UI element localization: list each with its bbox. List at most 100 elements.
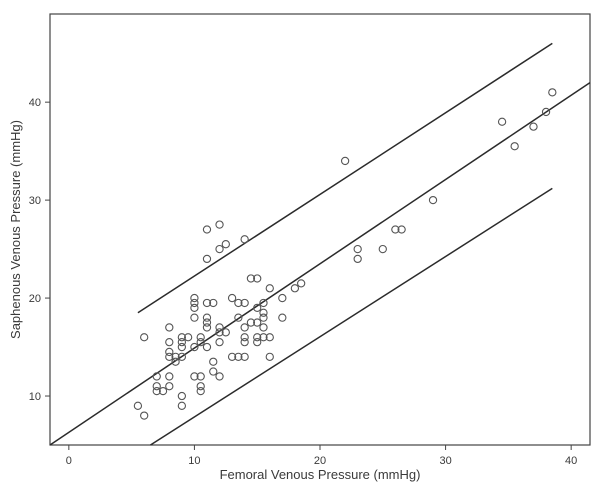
data-point (278, 293, 287, 303)
data-point (190, 372, 199, 381)
data-point (133, 401, 143, 410)
data-point (177, 352, 187, 361)
data-point (259, 313, 268, 322)
data-point (265, 333, 274, 342)
data-point (190, 303, 199, 313)
data-point (510, 142, 519, 151)
data-point (529, 122, 538, 131)
data-point (165, 337, 174, 347)
data-point (297, 279, 306, 288)
data-point (221, 240, 230, 249)
data-point (196, 333, 205, 342)
data-point (190, 298, 199, 308)
data-point (253, 274, 262, 283)
data-point (177, 391, 187, 401)
data-point (240, 298, 249, 308)
data-point (259, 298, 268, 308)
data-point (152, 382, 161, 391)
data-point (196, 372, 205, 381)
data-point (265, 352, 274, 361)
data-point (253, 337, 262, 347)
data-point (202, 318, 212, 327)
data-point (497, 117, 507, 126)
data-point (171, 352, 180, 361)
data-point (353, 244, 362, 254)
data-point (209, 298, 218, 308)
reference-line-3 (150, 187, 553, 446)
data-point (290, 284, 300, 293)
data-point (215, 372, 224, 381)
data-point (253, 318, 262, 327)
data-point (240, 323, 249, 332)
data-point (378, 244, 387, 254)
y-tick-label: 20 (29, 293, 41, 305)
data-point (202, 342, 212, 352)
data-point (158, 386, 168, 396)
data-point (152, 386, 161, 396)
data-point (215, 323, 224, 332)
data-point (234, 298, 243, 308)
data-point (391, 225, 400, 234)
data-point (190, 313, 199, 322)
data-point (165, 352, 174, 361)
data-point (215, 328, 224, 337)
data-point (152, 372, 161, 381)
data-point (196, 386, 205, 396)
data-point (240, 235, 249, 244)
data-point (165, 347, 174, 357)
data-point (253, 303, 262, 313)
data-point (240, 337, 249, 347)
x-tick-label: 30 (439, 455, 451, 467)
data-point (215, 220, 224, 229)
data-points (133, 88, 557, 420)
data-point (227, 293, 237, 303)
data-point (177, 333, 187, 342)
data-point (209, 357, 218, 366)
y-axis-label: Saphenous Venous Pressure (mmHg) (8, 120, 23, 339)
data-point (246, 274, 256, 283)
data-point (397, 225, 406, 234)
data-point (246, 318, 256, 327)
y-tick-label: 10 (29, 391, 41, 403)
data-point (196, 337, 205, 347)
data-point (190, 342, 199, 352)
data-point (428, 195, 438, 205)
x-tick-label: 10 (188, 455, 200, 467)
data-point (221, 328, 230, 337)
data-point (202, 225, 212, 234)
data-point (202, 254, 212, 264)
data-point (183, 333, 193, 342)
data-point (253, 333, 262, 342)
data-point (234, 313, 243, 322)
data-point (278, 313, 287, 322)
reference-line-2 (137, 42, 553, 314)
data-point (165, 372, 174, 381)
data-point (240, 333, 249, 342)
data-point (541, 107, 551, 117)
data-point (177, 401, 187, 410)
data-point (548, 88, 557, 97)
x-tick-label: 0 (66, 455, 72, 467)
data-point (234, 352, 243, 361)
x-tick-label: 20 (314, 455, 326, 467)
x-tick-label: 40 (565, 455, 577, 467)
data-point (196, 382, 205, 391)
data-point (259, 323, 268, 332)
data-point (265, 284, 274, 293)
x-axis-label: Femoral Venous Pressure (mmHg) (220, 467, 421, 482)
data-point (165, 382, 174, 391)
data-point (190, 293, 199, 303)
data-point (259, 333, 268, 342)
data-point (140, 411, 149, 420)
reference-line-1 (49, 81, 591, 446)
data-point (215, 244, 224, 254)
y-tick-label: 40 (29, 97, 41, 109)
data-point (340, 156, 350, 166)
data-point (202, 298, 212, 308)
reference-lines (49, 42, 591, 446)
data-point (209, 367, 218, 376)
plot-frame (49, 13, 591, 446)
data-point (353, 254, 362, 264)
data-point (240, 352, 249, 361)
